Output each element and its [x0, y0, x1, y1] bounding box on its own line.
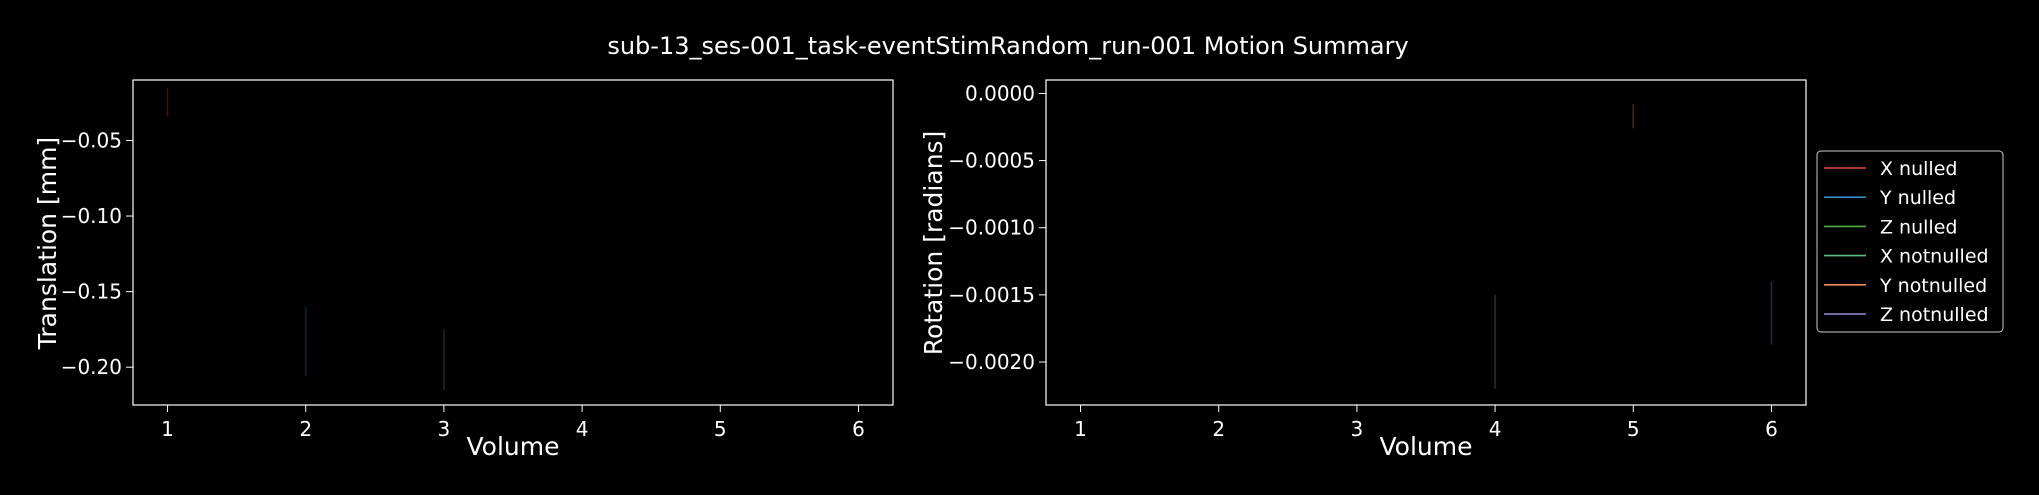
- translation-x-tick-label: 4: [576, 417, 589, 441]
- rotation-x-tick-label: 6: [1765, 417, 1778, 441]
- rotation-y-tick-label: 0.0000: [965, 81, 1035, 105]
- rotation-series-layer: [1494, 104, 1773, 389]
- rotation-x-tick-label: 3: [1351, 417, 1364, 441]
- legend-label-z-notnulled: Z notnulled: [1880, 304, 1989, 326]
- rotation-y-tick-label: −0.0005: [948, 149, 1035, 173]
- translation-y-axis-label: Translation [mm]: [33, 137, 62, 350]
- rotation-y-tick-label: −0.0020: [948, 350, 1035, 374]
- figure-title: sub-13_ses-001_task-eventStimRandom_run-…: [607, 32, 1408, 60]
- translation-plot-frame: [132, 79, 894, 406]
- rotation-y-tick-label: −0.0015: [948, 283, 1035, 307]
- translation-y-tick-label: −0.20: [61, 355, 122, 379]
- translation-x-ticks: 1 2 3 4 5 6: [161, 405, 865, 441]
- rotation-x-ticks: 1 2 3 4 5 6: [1074, 405, 1778, 441]
- legend-label-z-nulled: Z nulled: [1880, 216, 1957, 238]
- translation-x-axis-label: Volume: [467, 432, 560, 461]
- rotation-x-tick-label: 5: [1627, 417, 1640, 441]
- translation-x-tick-label: 2: [299, 417, 312, 441]
- rotation-y-tick-label: −0.0010: [948, 216, 1035, 240]
- translation-y-tick-label: −0.10: [61, 204, 122, 228]
- translation-panel: 1 2 3 4 5 6 −0.05 −0.10 −0.15 −0.20 Volume Trans…: [33, 79, 894, 461]
- translation-x-tick-label: 6: [852, 417, 865, 441]
- translation-y-tick-label: −0.05: [61, 128, 122, 152]
- translation-y-ticks: −0.05 −0.10 −0.15 −0.20: [61, 128, 133, 379]
- legend-label-x-notnulled: X notnulled: [1880, 246, 1989, 268]
- rotation-x-axis-label: Volume: [1380, 432, 1473, 461]
- legend-label-x-nulled: X nulled: [1880, 158, 1957, 180]
- translation-y-tick-label: −0.15: [61, 280, 122, 304]
- legend-frame: [1816, 150, 2004, 333]
- translation-x-tick-label: 1: [161, 417, 174, 441]
- rotation-plot-frame: [1045, 79, 1807, 406]
- rotation-x-tick-label: 4: [1489, 417, 1502, 441]
- translation-x-tick-label: 5: [714, 417, 727, 441]
- legend: X nulled Y nulled Z nulled X notnulled Y not…: [1816, 150, 2004, 333]
- rotation-x-tick-label: 2: [1212, 417, 1225, 441]
- rotation-x-tick-label: 1: [1074, 417, 1087, 441]
- rotation-panel: 1 2 3 4 5 6 0.0000 −0.0005 −0.0010 −0.0015 −0.002…: [919, 79, 1807, 461]
- translation-x-tick-label: 3: [438, 417, 451, 441]
- rotation-y-ticks: 0.0000 −0.0005 −0.0010 −0.0015 −0.0020: [948, 81, 1046, 374]
- rotation-y-axis-label: Rotation [radians]: [919, 131, 948, 356]
- translation-series-layer: [166, 87, 445, 390]
- legend-label-y-nulled: Y nulled: [1879, 187, 1956, 209]
- legend-label-y-notnulled: Y notnulled: [1879, 275, 1987, 297]
